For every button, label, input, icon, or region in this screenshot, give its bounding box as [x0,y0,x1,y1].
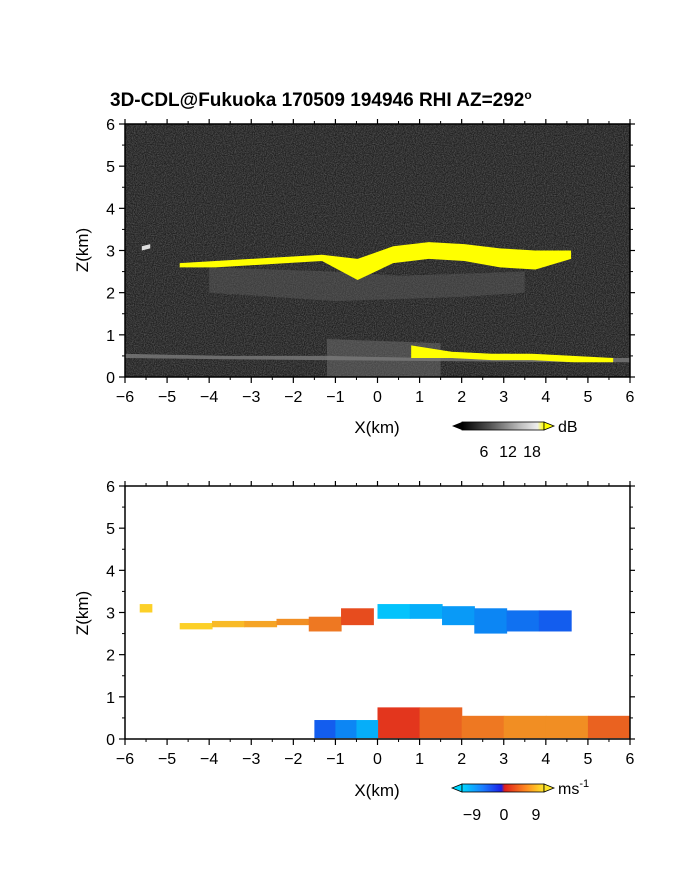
x-tick-label: 6 [626,751,635,768]
colorbar-tick-label: 9 [532,807,541,824]
x-tick-label: 2 [457,389,466,406]
x-tick-label: 0 [373,389,382,406]
x-tick-label: −2 [284,389,302,406]
velocity-echo-cell [587,715,630,739]
velocity-echo-small [139,604,153,613]
velocity-echo-cell [314,720,337,739]
x-tick-label: 5 [583,751,592,768]
velocity-panel: −6 −5 −4 −3 −2 −1 0 1 2 3 4 5 6 0 1 2 3 4 5 6 Z(km) X(km) m… [73,479,635,824]
x-tick-label: 1 [415,751,424,768]
x-tick-label: 4 [541,389,550,406]
y-tick-label: 1 [106,328,115,345]
velocity-colorbar-left-arrow [450,783,463,793]
velocity-echo-cell [276,618,310,626]
velocity-echoes [139,604,630,739]
x-tick-label: −4 [200,389,218,406]
velocity-colorbar: ms-1 −9 0 9 [450,778,589,824]
intensity-haze-mid [209,267,525,302]
colorbar-tick-label: 0 [500,807,509,824]
velocity-echo-cell [377,707,421,739]
intensity-echo-band [179,242,572,281]
velocity-echo-cell [538,610,572,632]
velocity-echo-cell [461,715,505,739]
velocity-echo-cell [545,715,589,739]
x-tick-label: −1 [326,389,344,406]
intensity-colorbar: dB 6 12 18 [452,419,578,461]
velocity-echo-cell [335,720,358,739]
x-tick-label: 2 [457,751,466,768]
colorbar-tick-label: −9 [463,807,481,824]
x-tick-label: −6 [116,389,134,406]
y-tick-label: 0 [106,732,115,749]
y-tick-label: 4 [106,201,115,218]
colorbar-tick-label: 6 [480,444,489,461]
y-tick-label: 0 [106,370,115,387]
velocity-colorbar-unit: ms-1 [558,778,589,798]
colorbar-tick-label: 12 [499,444,517,461]
x-tick-label: −4 [200,751,218,768]
intensity-axes: −6 −5 −4 −3 −2 −1 0 1 2 3 4 5 6 0 1 2 3 4 5 6 [106,117,635,406]
y-tick-label: 6 [106,479,115,496]
intensity-colorbar-left-arrow [452,422,462,430]
velocity-xlabel: X(km) [354,781,399,800]
velocity-echo-cell [506,610,540,632]
velocity-colorbar-right-arrow [543,783,556,793]
x-tick-label: −3 [242,751,260,768]
intensity-echoes [125,242,630,377]
velocity-axes: −6 −5 −4 −3 −2 −1 0 1 2 3 4 5 6 0 1 2 3 4 5 6 [106,479,635,768]
x-tick-label: 4 [541,751,550,768]
velocity-colorbar-bar [461,783,545,793]
x-tick-label: 0 [373,751,382,768]
x-tick-label: −6 [116,751,134,768]
velocity-echo-cell [503,715,547,739]
velocity-echo-cell [341,608,374,626]
velocity-echo-cell [356,720,379,739]
x-tick-label: 1 [415,389,424,406]
x-tick-label: −5 [158,389,176,406]
y-tick-label: 5 [106,521,115,538]
intensity-colorbar-bar [461,421,545,431]
x-tick-label: −2 [284,751,302,768]
y-tick-label: 5 [106,159,115,176]
velocity-echo-cell [377,604,411,619]
velocity-ylabel: Z(km) [73,591,92,635]
intensity-colorbar-right-arrow [543,421,556,431]
colorbar-tick-label: 18 [523,444,541,461]
y-tick-label: 1 [106,690,115,707]
velocity-echo-cell [211,620,245,628]
x-tick-label: 6 [626,389,635,406]
intensity-colorbar-unit: dB [558,419,578,436]
x-tick-label: 3 [499,389,508,406]
velocity-echo-cell [442,606,475,626]
y-tick-label: 2 [106,648,115,665]
intensity-echo-small [141,244,151,251]
velocity-echo-cell [308,616,342,632]
y-tick-label: 6 [106,117,115,134]
x-tick-label: 3 [499,751,508,768]
y-tick-label: 3 [106,244,115,261]
x-tick-label: 5 [583,389,592,406]
x-tick-label: −1 [326,751,344,768]
intensity-ylabel: Z(km) [73,228,92,272]
y-tick-label: 2 [106,286,115,303]
y-tick-label: 4 [106,563,115,580]
chart-title: 3D-CDL@Fukuoka 170509 194946 RHI AZ=292o [110,88,532,111]
y-tick-label: 3 [106,606,115,623]
intensity-echo-band [411,345,614,363]
velocity-echo-cell [244,620,278,628]
x-tick-label: −5 [158,751,176,768]
x-tick-label: −3 [242,389,260,406]
velocity-echo-cell [474,608,508,634]
velocity-echo-cell [409,604,443,619]
velocity-echo-cell [179,623,213,630]
velocity-echo-cell [419,707,463,739]
intensity-xlabel: X(km) [354,418,399,437]
